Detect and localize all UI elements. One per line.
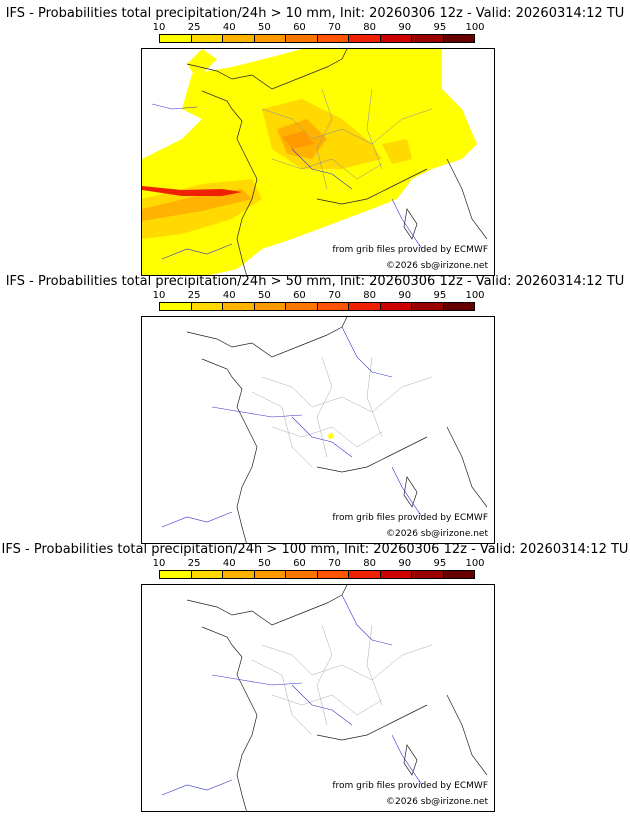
legend-swatch xyxy=(254,35,286,42)
map-drawing xyxy=(161,317,488,543)
legend-tick-50: 50 xyxy=(257,290,271,301)
legend-tick-60: 60 xyxy=(293,558,306,569)
legend-tick-95: 95 xyxy=(433,558,447,569)
legend-swatch xyxy=(254,571,286,578)
legend-tick-50: 50 xyxy=(257,558,271,569)
legend-tick-10: 10 xyxy=(152,290,166,301)
legend-tick-25: 25 xyxy=(187,558,201,569)
copyright-credit: ©2026 sb@irizone.net xyxy=(386,529,488,539)
rivers xyxy=(161,594,423,796)
legend-tick-80: 80 xyxy=(363,290,377,301)
region-borders xyxy=(251,356,433,468)
forecast-panel-50mm: IFS - Probabilities total precipitation/… xyxy=(0,274,630,544)
precip-spot xyxy=(328,432,334,439)
precipitation-field xyxy=(142,49,477,275)
legend-swatch xyxy=(443,35,474,42)
legend-tick-70: 70 xyxy=(328,290,341,301)
legend-swatch xyxy=(349,303,381,310)
legend-swatch xyxy=(412,303,444,310)
legend-tick-60: 60 xyxy=(293,290,306,301)
legend-swatch xyxy=(412,35,444,42)
color-scale-legend: 10 25 40 50 60 70 80 90 95 100 xyxy=(152,558,485,582)
legend-tick-90: 90 xyxy=(398,558,412,569)
panel-title: IFS - Probabilities total precipitation/… xyxy=(5,274,625,289)
legend-tick-70: 70 xyxy=(328,22,341,33)
coastlines xyxy=(186,585,488,811)
legend-swatch xyxy=(191,35,223,42)
legend-swatch xyxy=(317,35,349,42)
legend-swatch xyxy=(223,303,255,310)
legend-swatch xyxy=(160,303,192,310)
copyright-credit: ©2026 sb@irizone.net xyxy=(386,261,488,271)
legend-swatch xyxy=(443,303,474,310)
legend-tick-70: 70 xyxy=(328,558,341,569)
forecast-panel-100mm: IFS - Probabilities total precipitation/… xyxy=(0,542,630,812)
region-borders xyxy=(261,88,433,190)
rivers xyxy=(151,103,423,260)
legend-tick-90: 90 xyxy=(398,290,412,301)
legend-tick-10: 10 xyxy=(152,22,166,33)
legend-swatch xyxy=(286,303,318,310)
forecast-panel-10mm: IFS - Probabilities total precipitation/… xyxy=(0,6,630,276)
legend-tick-80: 80 xyxy=(363,22,377,33)
legend-swatch xyxy=(317,303,349,310)
legend-swatch xyxy=(349,35,381,42)
legend-color-bar xyxy=(159,570,475,579)
source-credit: from grib files provided by ECMWF xyxy=(332,513,488,523)
legend-color-bar xyxy=(159,302,475,311)
color-scale-legend: 10 25 40 50 60 70 80 90 95 100 xyxy=(152,22,485,46)
legend-tick-40: 40 xyxy=(222,290,236,301)
legend-swatch xyxy=(317,571,349,578)
legend-tick-90: 90 xyxy=(398,22,412,33)
legend-tick-25: 25 xyxy=(187,290,201,301)
map-drawing xyxy=(161,585,488,811)
source-credit: from grib files provided by ECMWF xyxy=(332,781,488,791)
copyright-credit: ©2026 sb@irizone.net xyxy=(386,797,488,807)
rivers xyxy=(161,326,423,528)
precipitation-map: from grib files provided by ECMWF ©2026 … xyxy=(141,316,495,544)
legend-swatch xyxy=(380,303,412,310)
legend-swatch xyxy=(443,571,474,578)
legend-tick-25: 25 xyxy=(187,22,201,33)
source-credit: from grib files provided by ECMWF xyxy=(332,245,488,255)
region-borders xyxy=(251,624,433,736)
legend-swatch xyxy=(286,571,318,578)
legend-swatch xyxy=(223,571,255,578)
legend-tick-40: 40 xyxy=(222,22,236,33)
legend-tick-100: 100 xyxy=(465,558,485,569)
panel-title: IFS - Probabilities total precipitation/… xyxy=(5,6,625,21)
legend-swatch xyxy=(349,571,381,578)
legend-swatch xyxy=(160,571,192,578)
legend-tick-10: 10 xyxy=(152,558,166,569)
legend-swatch xyxy=(160,35,192,42)
precipitation-map: from grib files provided by ECMWF ©2026 … xyxy=(141,48,495,276)
legend-tick-60: 60 xyxy=(293,22,306,33)
legend-tick-100: 100 xyxy=(465,22,485,33)
legend-swatch xyxy=(412,571,444,578)
legend-color-bar xyxy=(159,34,475,43)
legend-tick-95: 95 xyxy=(433,290,447,301)
legend-tick-95: 95 xyxy=(433,22,447,33)
coastlines xyxy=(186,317,488,543)
panel-title: IFS - Probabilities total precipitation/… xyxy=(1,542,629,557)
legend-swatch xyxy=(380,35,412,42)
color-scale-legend: 10 25 40 50 60 70 80 90 95 100 xyxy=(152,290,485,314)
legend-tick-80: 80 xyxy=(363,558,377,569)
legend-tick-100: 100 xyxy=(465,290,485,301)
map-drawing xyxy=(142,49,488,275)
legend-tick-50: 50 xyxy=(257,22,271,33)
legend-swatch xyxy=(223,35,255,42)
coastlines xyxy=(186,49,488,275)
legend-swatch xyxy=(191,303,223,310)
legend-swatch xyxy=(191,571,223,578)
legend-tick-40: 40 xyxy=(222,558,236,569)
precipitation-map: from grib files provided by ECMWF ©2026 … xyxy=(141,584,495,812)
legend-swatch xyxy=(380,571,412,578)
legend-swatch xyxy=(254,303,286,310)
legend-swatch xyxy=(286,35,318,42)
